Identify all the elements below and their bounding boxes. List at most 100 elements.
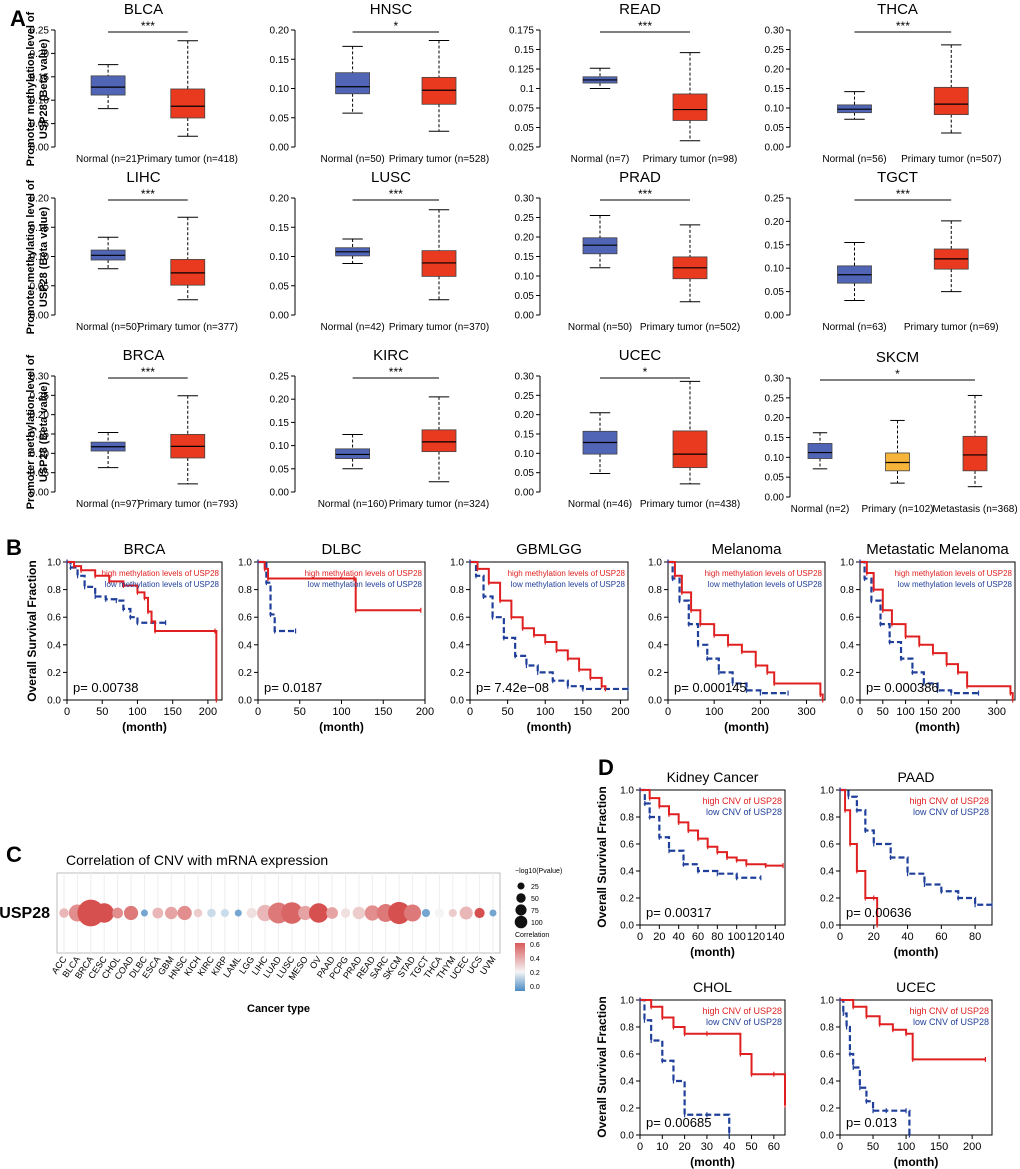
panel-label-b: B <box>6 535 22 560</box>
significance-stars: *** <box>896 19 910 33</box>
y-tick-label: 0.2 <box>450 668 464 679</box>
y-tick-label: 0.05 <box>270 464 290 475</box>
ylabel-line-2: USP28 (Beta value) <box>38 207 50 308</box>
y-tick-label: 0.0 <box>840 696 854 707</box>
x-tick-label: 150 <box>930 1141 948 1153</box>
size-legend-title: −log10(Pvalue) <box>515 868 562 875</box>
y-tick-label: 0.8 <box>620 1023 634 1034</box>
box-primary-tumor-n-528: Primary tumor (n=528) <box>389 40 489 165</box>
panel-a-ylabel: Promoter methylation level ofUSP28 (Beta… <box>25 11 50 166</box>
y-tick-label: 0.2 <box>648 668 662 679</box>
y-tick-label: 1.0 <box>47 558 61 569</box>
survival-title: BRCA <box>124 541 166 558</box>
box-primary-tumor-n-502: Primary tumor (n=502) <box>640 224 740 333</box>
group-label: Normal (n=50) <box>320 154 384 165</box>
x-tick-label: 0 <box>857 706 863 718</box>
boxplot-title: THCA <box>877 1 918 18</box>
y-tick-label: 0.00 <box>30 488 50 499</box>
x-tick-label: 40 <box>901 931 913 943</box>
bubble-ucs <box>474 907 485 919</box>
panel-d-ylabel: Overall Survival Fraction <box>595 996 609 1137</box>
y-tick-label: 0.1 <box>520 84 534 95</box>
y-tick-label: 0.20 <box>270 395 290 406</box>
y-tick-label: 0.6 <box>47 613 61 624</box>
x-tick-label: 50 <box>877 706 889 718</box>
box-primary-n-102: Primary (n=102) <box>862 419 933 515</box>
x-axis-label: (month) <box>894 945 939 959</box>
bubble-tgct <box>421 908 431 918</box>
color-legend-label: 0.6 <box>530 942 540 949</box>
bubble-pcpg <box>340 908 351 918</box>
x-tick-label: 100 <box>536 706 554 718</box>
legend-low: low CNV of USP28 <box>706 1017 782 1027</box>
y-tick-label: 0.10 <box>765 104 785 115</box>
y-tick-label: 0.2 <box>820 894 834 905</box>
y-tick-label: 0.10 <box>765 264 785 275</box>
y-tick-label: 0.00 <box>515 488 535 499</box>
x-tick-label: 200 <box>751 706 769 718</box>
y-tick-label: 0.0 <box>238 696 252 707</box>
legend-low: low methylation levels of USP28 <box>898 580 1013 589</box>
boxplot-hnsc: HNSC 0.00 0.05 0.10 0.15 0.20 Normal (n=50) Pri… <box>270 1 490 165</box>
box-iqr <box>335 448 371 459</box>
bubble-skcm <box>388 901 411 925</box>
y-tick-label: 0.15 <box>515 45 535 56</box>
x-tick-label: 60 <box>935 931 947 943</box>
box-normal-n-21: Normal (n=21) <box>76 64 140 165</box>
survival-curve-low <box>640 788 761 879</box>
group-label: Normal (n=63) <box>822 322 886 333</box>
box-iqr <box>421 429 457 453</box>
ylabel-line-1: Promoter methylation level of <box>25 354 37 509</box>
y-tick-label: 0.20 <box>270 26 290 37</box>
y-tick-label: 0.00 <box>765 143 785 154</box>
y-tick-label: 0.05 <box>515 468 535 479</box>
x-tick-label: 60 <box>768 1141 780 1153</box>
y-tick-label: 0.15 <box>30 72 50 83</box>
plot-frame <box>839 789 993 926</box>
y-tick-label: 0.00 <box>270 488 290 499</box>
x-tick-label: 0 <box>467 706 473 718</box>
plot-frame <box>66 561 223 701</box>
size-legend-dot <box>517 882 525 890</box>
y-tick-label: 0.00 <box>30 143 50 154</box>
boxplot-title: SKCM <box>876 349 919 366</box>
y-tick-label: 0.8 <box>238 585 252 596</box>
group-label: Metastasis (n=368) <box>932 504 1017 515</box>
y-tick-label: 0.15 <box>515 252 535 263</box>
y-tick-label: 1.0 <box>238 558 252 569</box>
survival-title: Kidney Cancer <box>667 769 759 785</box>
bubble-title: Correlation of CNV with mRNA expression <box>66 852 328 868</box>
significance-stars: *** <box>896 187 910 201</box>
bubble-coad <box>123 905 139 921</box>
bubble-acc <box>59 908 69 918</box>
survival-curve-high <box>840 999 986 1061</box>
bubble-stad <box>404 904 422 922</box>
boxplot-tgct: TGCT 0.00 0.05 0.10 0.15 0.20 0.25 Normal (n=63… <box>765 169 999 333</box>
panel-b-ylabel: Overall Survival Fraction <box>25 560 39 701</box>
color-legend-label: 0.0 <box>530 984 540 991</box>
legend-low: low methylation levels of USP28 <box>105 580 220 589</box>
survival-curve-low <box>470 560 628 691</box>
box-normal-n-7: Normal (n=7) <box>571 67 629 165</box>
box-normal-n-97: Normal (n=97) <box>76 431 140 510</box>
group-label: Primary tumor (n=502) <box>640 322 740 333</box>
y-tick-label: 0.30 <box>765 374 785 385</box>
significance-stars: * <box>643 365 648 379</box>
y-tick-label: 1.0 <box>820 786 834 797</box>
y-tick-label: 0.05 <box>765 473 785 484</box>
x-tick-label: 120 <box>747 931 765 943</box>
survival-b-metastatic-melanoma: Metastatic Melanoma 0 50 100 150 200 300 0.0 0.2… <box>840 541 1016 734</box>
group-label: Normal (n=50) <box>76 322 140 333</box>
x-tick-label: 100 <box>897 1141 915 1153</box>
survival-curve-low <box>258 560 296 633</box>
y-tick-label: 0.15 <box>270 55 290 66</box>
size-legend-label: 100 <box>531 920 543 927</box>
panel-a-ylabel: Promoter methylation level ofUSP28 (Beta… <box>25 179 50 334</box>
y-tick-label: 1.0 <box>620 786 634 797</box>
survival-b-melanoma: Melanoma 0 100 200 300 0.0 0.2 0.4 0.6 0.8 1.0 (mon… <box>648 541 826 734</box>
y-tick-label: 0.4 <box>820 867 834 878</box>
p-value: p= 0.00685 <box>646 1115 711 1130</box>
legend-high: high methylation levels of USP28 <box>895 569 1013 578</box>
box-primary-tumor-n-438: Primary tumor (n=438) <box>640 380 740 510</box>
y-tick-label: 0.8 <box>620 813 634 824</box>
